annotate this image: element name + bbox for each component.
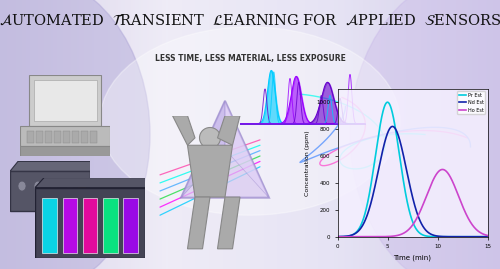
Text: LESS TIME, LESS MATERIAL, LESS EXPOSURE: LESS TIME, LESS MATERIAL, LESS EXPOSURE (154, 54, 346, 63)
Polygon shape (172, 116, 195, 145)
Ellipse shape (0, 0, 150, 269)
Nd Est (452, 235, 458, 238)
Circle shape (18, 181, 26, 191)
Polygon shape (29, 75, 101, 126)
Polygon shape (78, 179, 86, 185)
Ellipse shape (350, 0, 500, 269)
Ho Est (454, 191, 460, 194)
Line: Pr Est: Pr Est (338, 102, 488, 237)
Polygon shape (225, 101, 269, 198)
Circle shape (200, 128, 220, 148)
Polygon shape (123, 198, 138, 253)
Polygon shape (78, 195, 86, 201)
Nd Est (334, 235, 340, 238)
Nd Est (454, 235, 460, 238)
Ho Est (334, 235, 340, 238)
Polygon shape (188, 197, 210, 249)
Polygon shape (72, 131, 80, 143)
Polygon shape (34, 80, 96, 121)
Text: $\mathcal{A}$UTOMATED  $\mathcal{T}$RANSIENT  $\mathcal{L}$EARNING FOR  $\mathca: $\mathcal{A}$UTOMATED $\mathcal{T}$RANSI… (0, 13, 500, 28)
Polygon shape (181, 101, 269, 198)
Polygon shape (103, 198, 118, 253)
Ho Est (438, 168, 444, 172)
Polygon shape (54, 131, 62, 143)
Nd Est (396, 134, 402, 137)
Polygon shape (63, 131, 70, 143)
Polygon shape (20, 146, 110, 156)
Polygon shape (188, 145, 232, 197)
Pr Est (452, 235, 458, 238)
Ellipse shape (100, 27, 400, 215)
Polygon shape (90, 131, 98, 143)
Nd Est (400, 155, 406, 158)
Pr Est (334, 235, 340, 238)
Polygon shape (36, 131, 44, 143)
Polygon shape (10, 171, 90, 211)
Polygon shape (78, 187, 86, 193)
Ho Est (350, 235, 356, 238)
Pr Est (396, 146, 402, 149)
Line: Nd Est: Nd Est (338, 126, 488, 237)
Pr Est (400, 181, 406, 184)
Polygon shape (42, 198, 57, 253)
Ho Est (484, 234, 490, 237)
Circle shape (50, 181, 58, 191)
Nd Est (350, 233, 356, 236)
Ho Est (452, 185, 458, 188)
Nd Est (484, 235, 490, 238)
Circle shape (66, 181, 74, 191)
Nd Est (390, 125, 396, 128)
Nd Est (438, 235, 444, 238)
Ho Est (400, 232, 406, 235)
Polygon shape (45, 131, 52, 143)
Polygon shape (218, 197, 240, 249)
Pr Est (350, 233, 356, 236)
Polygon shape (27, 131, 34, 143)
Polygon shape (181, 101, 225, 198)
Ho Est (440, 168, 446, 171)
X-axis label: Time (min): Time (min) (394, 255, 432, 261)
Polygon shape (62, 198, 77, 253)
Legend: Pr Est, Nd Est, Ho Est: Pr Est, Nd Est, Ho Est (458, 91, 485, 114)
Circle shape (34, 181, 42, 191)
Polygon shape (81, 131, 88, 143)
Y-axis label: Concentration (ppm): Concentration (ppm) (306, 130, 310, 196)
Polygon shape (35, 178, 154, 188)
Polygon shape (218, 116, 240, 145)
Pr Est (384, 101, 390, 104)
Ho Est (395, 234, 401, 237)
Polygon shape (82, 198, 98, 253)
Polygon shape (35, 188, 145, 258)
Pr Est (454, 235, 460, 238)
Pr Est (484, 235, 490, 238)
Line: Ho Est: Ho Est (338, 169, 488, 237)
Polygon shape (20, 126, 110, 146)
Polygon shape (10, 161, 98, 171)
Pr Est (438, 235, 444, 238)
